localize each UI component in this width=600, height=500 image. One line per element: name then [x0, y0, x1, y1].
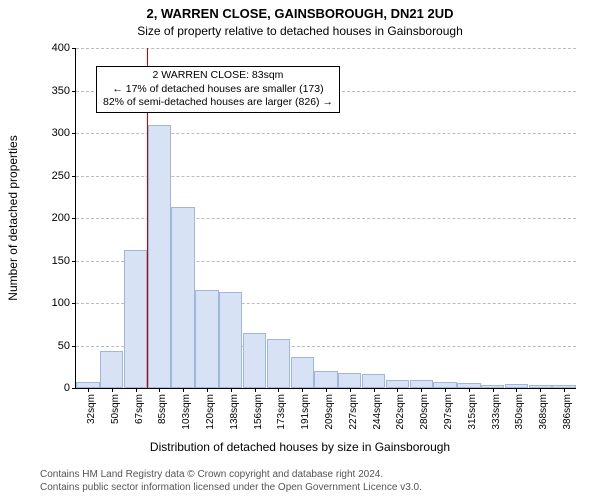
callout-line: 2 WARREN CLOSE: 83sqm — [103, 69, 333, 83]
y-tick-mark — [72, 303, 76, 304]
x-tick-mark — [350, 388, 351, 392]
y-tick-label: 300 — [52, 127, 70, 139]
y-tick-mark — [72, 346, 76, 347]
x-tick-label: 386sqm — [562, 394, 573, 430]
y-tick-label: 250 — [52, 170, 70, 182]
histogram-bar — [195, 290, 218, 388]
x-tick-mark — [564, 388, 565, 392]
x-tick-label: 156sqm — [253, 394, 264, 430]
x-tick-mark — [88, 388, 89, 392]
x-tick-label: 191sqm — [300, 394, 311, 430]
histogram-bar — [243, 333, 266, 388]
histogram-bar — [267, 339, 290, 388]
histogram-bar — [410, 380, 433, 389]
histogram-bar — [362, 374, 385, 388]
x-tick-label: 262sqm — [395, 394, 406, 430]
x-tick-mark — [421, 388, 422, 392]
histogram-bar — [219, 292, 242, 388]
histogram-bar — [338, 373, 361, 388]
y-tick-mark — [72, 48, 76, 49]
x-tick-label: 368sqm — [538, 394, 549, 430]
x-tick-label: 227sqm — [348, 394, 359, 430]
callout-line: ← 17% of detached houses are smaller (17… — [103, 83, 333, 97]
y-axis-label: Number of detached properties — [6, 135, 20, 300]
histogram-bar — [100, 351, 123, 388]
x-tick-mark — [231, 388, 232, 392]
callout-line: 82% of semi-detached houses are larger (… — [103, 96, 333, 110]
y-tick-mark — [72, 261, 76, 262]
y-tick-label: 0 — [64, 382, 70, 394]
x-tick-label: 120sqm — [205, 394, 216, 430]
x-tick-mark — [326, 388, 327, 392]
x-tick-mark — [112, 388, 113, 392]
x-tick-mark — [445, 388, 446, 392]
x-tick-label: 67sqm — [134, 394, 145, 424]
histogram-bar — [171, 207, 194, 388]
footer-line-1: Contains HM Land Registry data © Crown c… — [40, 468, 422, 481]
x-tick-label: 50sqm — [110, 394, 121, 424]
histogram-bar — [291, 357, 314, 388]
histogram-bar — [148, 125, 171, 389]
y-tick-mark — [72, 218, 76, 219]
x-tick-label: 138sqm — [229, 394, 240, 430]
x-tick-mark — [374, 388, 375, 392]
x-tick-mark — [183, 388, 184, 392]
callout-box: 2 WARREN CLOSE: 83sqm← 17% of detached h… — [96, 66, 340, 113]
x-tick-mark — [207, 388, 208, 392]
y-tick-mark — [72, 133, 76, 134]
y-tick-label: 150 — [52, 255, 70, 267]
y-tick-mark — [72, 388, 76, 389]
x-tick-label: 244sqm — [372, 394, 383, 430]
y-tick-label: 350 — [52, 85, 70, 97]
x-tick-mark — [159, 388, 160, 392]
x-tick-label: 103sqm — [181, 394, 192, 430]
footer-line-2: Contains public sector information licen… — [40, 481, 422, 494]
x-tick-label: 333sqm — [491, 394, 502, 430]
y-tick-mark — [72, 176, 76, 177]
y-tick-label: 200 — [52, 212, 70, 224]
x-axis-label: Distribution of detached houses by size … — [0, 440, 600, 454]
chart-subtitle: Size of property relative to detached ho… — [0, 24, 600, 38]
x-tick-mark — [540, 388, 541, 392]
x-tick-mark — [397, 388, 398, 392]
x-tick-label: 173sqm — [276, 394, 287, 430]
histogram-bar — [386, 380, 409, 389]
y-tick-mark — [72, 91, 76, 92]
x-tick-label: 32sqm — [86, 394, 97, 424]
x-tick-mark — [516, 388, 517, 392]
x-tick-label: 315sqm — [467, 394, 478, 430]
x-tick-mark — [278, 388, 279, 392]
x-tick-mark — [136, 388, 137, 392]
plot-area: 05010015020025030035040032sqm50sqm67sqm8… — [75, 48, 576, 389]
y-tick-label: 400 — [52, 42, 70, 54]
gridline-h — [76, 48, 576, 49]
x-tick-label: 350sqm — [514, 394, 525, 430]
histogram-bar — [124, 250, 147, 388]
x-tick-label: 85sqm — [157, 394, 168, 424]
x-tick-mark — [469, 388, 470, 392]
y-tick-label: 50 — [58, 340, 70, 352]
footer-attribution: Contains HM Land Registry data © Crown c… — [40, 468, 422, 494]
histogram-bar — [314, 371, 337, 388]
chart-title: 2, WARREN CLOSE, GAINSBOROUGH, DN21 2UD — [0, 6, 600, 21]
x-tick-label: 209sqm — [324, 394, 335, 430]
x-tick-mark — [302, 388, 303, 392]
x-tick-label: 280sqm — [419, 394, 430, 430]
x-tick-label: 297sqm — [443, 394, 454, 430]
y-tick-label: 100 — [52, 297, 70, 309]
x-tick-mark — [255, 388, 256, 392]
x-tick-mark — [493, 388, 494, 392]
